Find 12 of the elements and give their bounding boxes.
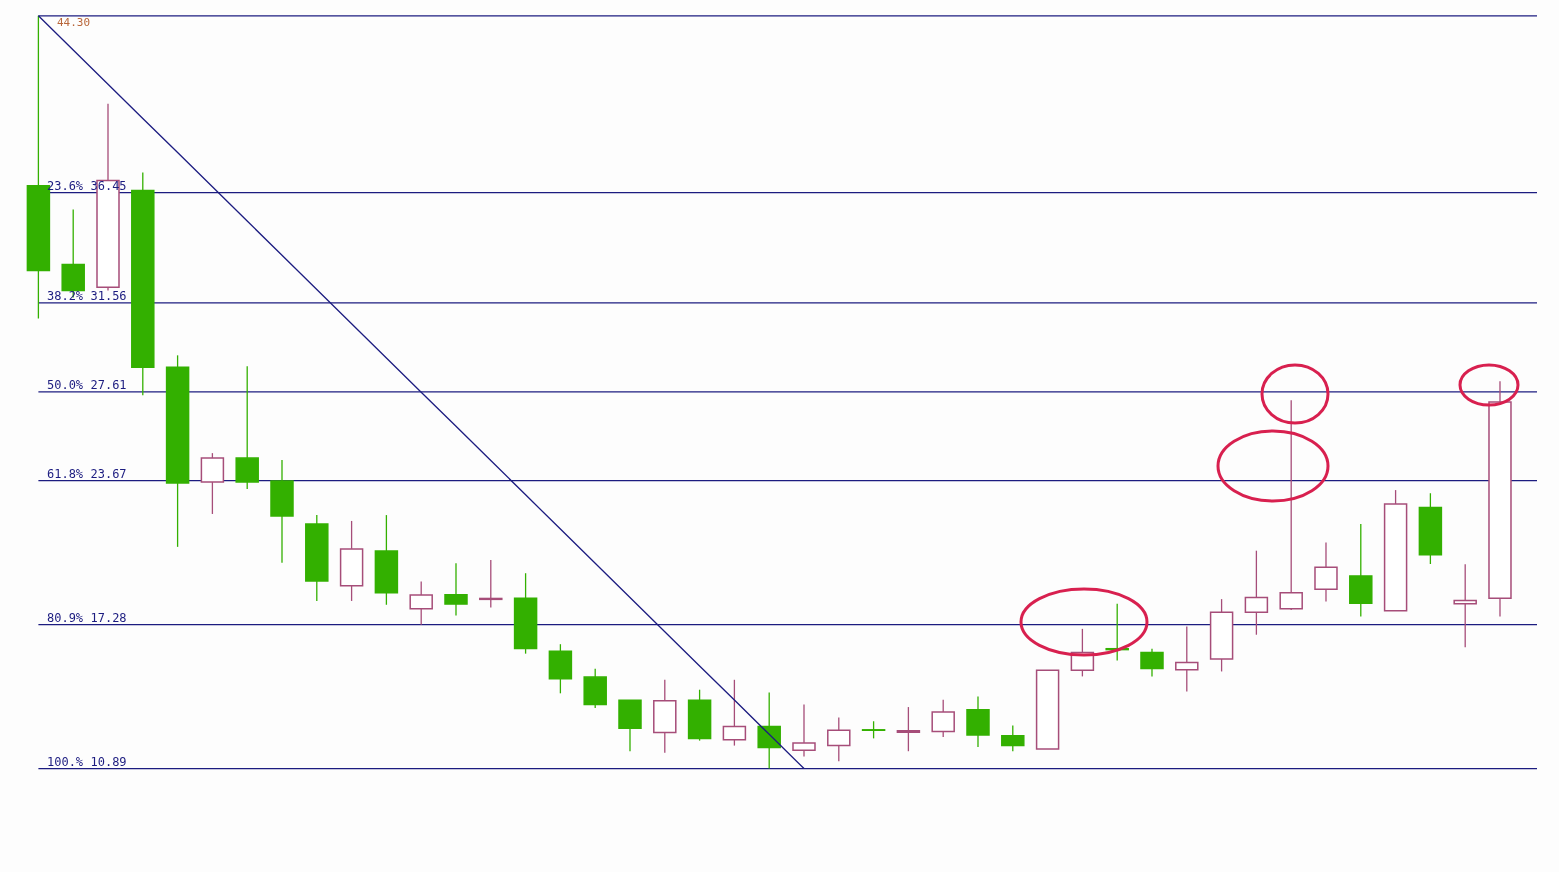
y-tick-label: 17.28 <box>90 611 127 626</box>
annotation: 50.0% <box>47 377 84 392</box>
annotation: 100.% <box>47 754 84 769</box>
y-tick-label: 27.61 <box>90 378 127 393</box>
y-tick-label: 10.89 <box>90 755 127 770</box>
annotation: 61.8% <box>47 466 84 481</box>
annotation: 38.2% <box>47 288 84 303</box>
annotation: 44.30 <box>57 16 91 29</box>
y-tick-label: 23.67 <box>90 467 127 482</box>
y-tick-label: 31.56 <box>90 289 127 304</box>
annotation: 80.9% <box>47 610 84 625</box>
annotation: 23.6% <box>47 178 84 193</box>
